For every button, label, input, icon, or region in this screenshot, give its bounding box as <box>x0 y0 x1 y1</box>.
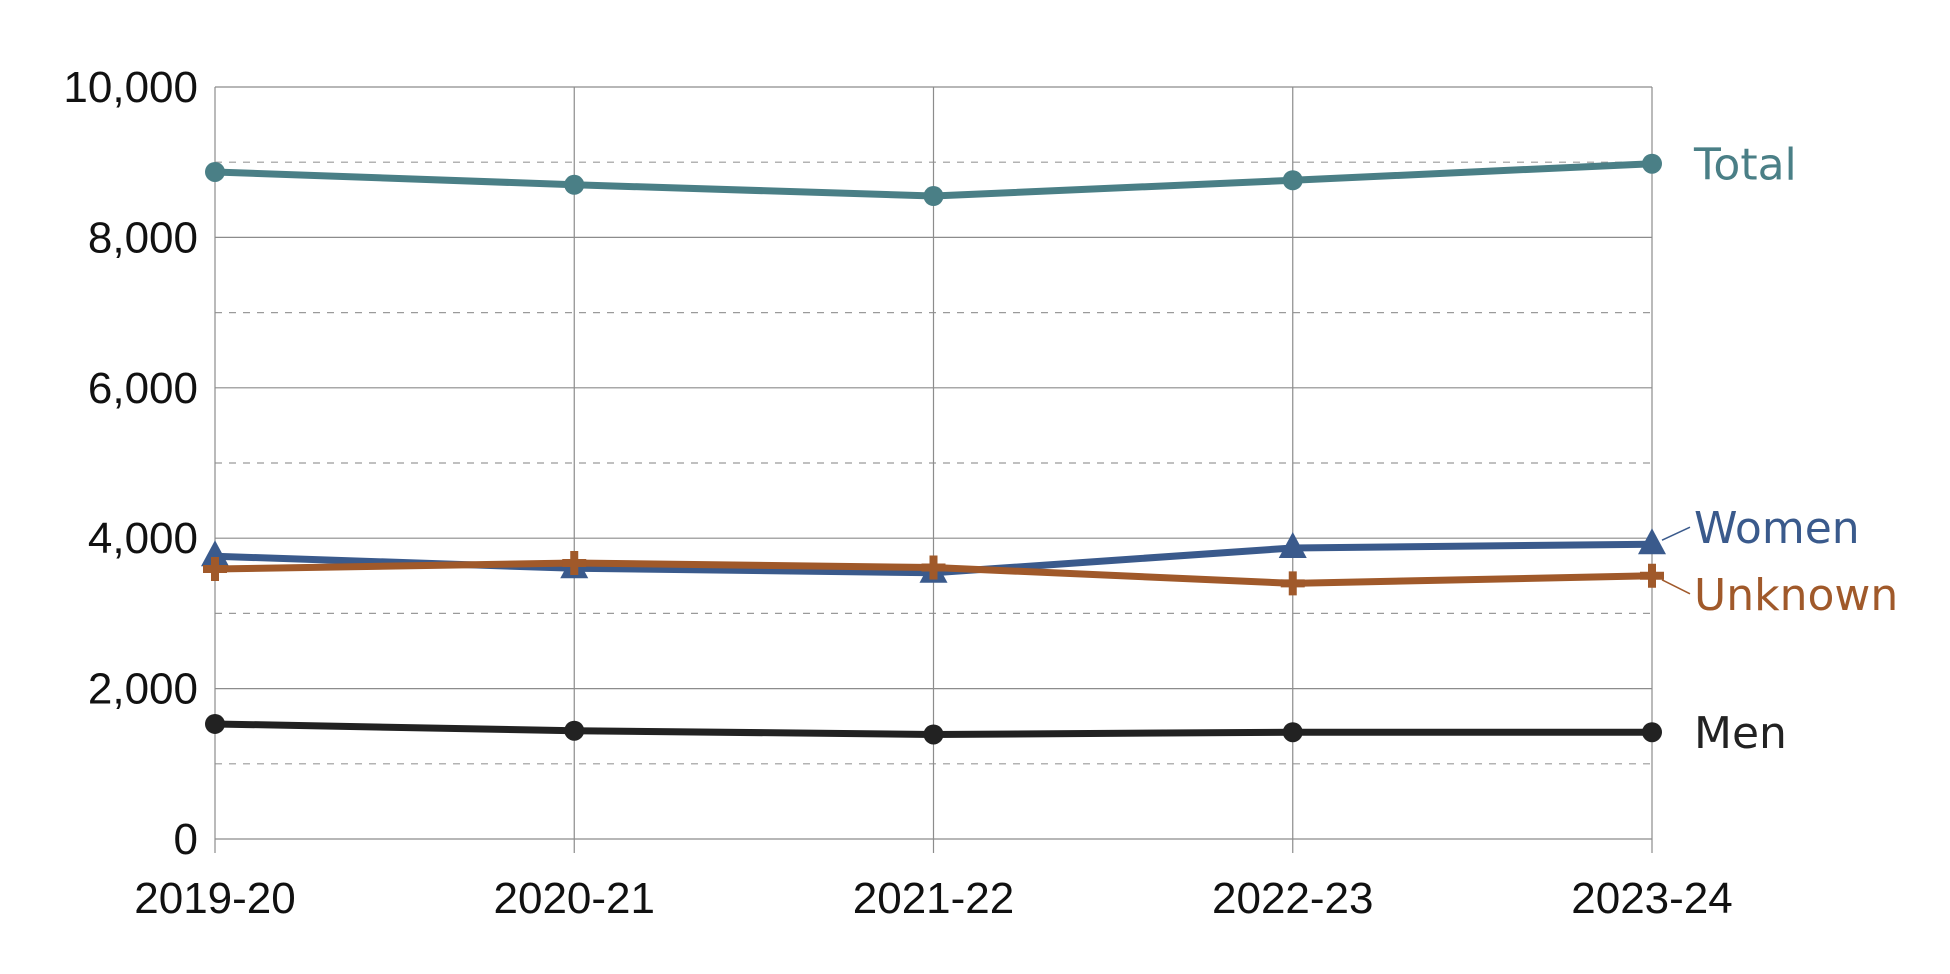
data-point-unknown <box>1280 571 1305 596</box>
data-point-men <box>205 713 225 734</box>
series-layer <box>201 153 1666 745</box>
data-point-total <box>1642 153 1662 174</box>
data-point-total <box>923 186 944 207</box>
data-point-total <box>1282 170 1303 191</box>
data-point-men <box>564 720 585 741</box>
data-point-unknown <box>921 555 946 580</box>
series-label-total: Total <box>1693 140 1797 191</box>
x-tick-label: 2022-23 <box>1212 874 1373 923</box>
label-leader-women <box>1661 526 1691 541</box>
x-tick-label: 2021-22 <box>853 874 1014 923</box>
label-layer: Total Women Unknown Men <box>1661 140 1898 759</box>
x-tick-label: 2019-20 <box>134 874 295 923</box>
data-point-total <box>205 161 225 182</box>
data-point-unknown <box>1640 563 1664 588</box>
x-tick-label: 2020-21 <box>494 874 655 923</box>
y-tick-label: 4,000 <box>88 514 198 563</box>
y-tick-label: 8,000 <box>88 213 198 262</box>
label-leader-unknown <box>1661 579 1691 595</box>
axis-layer: 0 2,000 4,000 6,000 8,000 10,000 2019-20 2020-2… <box>63 63 1732 923</box>
series-label-women: Women <box>1694 503 1860 554</box>
data-point-women <box>201 540 229 567</box>
series-label-men: Men <box>1694 708 1787 759</box>
series-label-unknown: Unknown <box>1694 570 1898 621</box>
y-tick-label: 0 <box>174 815 198 864</box>
data-point-women <box>1278 531 1307 558</box>
data-point-men <box>1282 722 1303 743</box>
data-point-unknown <box>562 551 587 576</box>
data-point-men <box>1642 722 1662 743</box>
x-tick-label: 2023-24 <box>1571 874 1732 923</box>
y-tick-label: 6,000 <box>88 364 198 413</box>
y-tick-label: 10,000 <box>63 63 198 112</box>
data-point-total <box>564 174 585 195</box>
data-point-unknown <box>203 557 227 582</box>
y-tick-label: 2,000 <box>88 665 198 714</box>
data-point-men <box>923 724 944 745</box>
data-point-women <box>1638 528 1666 555</box>
